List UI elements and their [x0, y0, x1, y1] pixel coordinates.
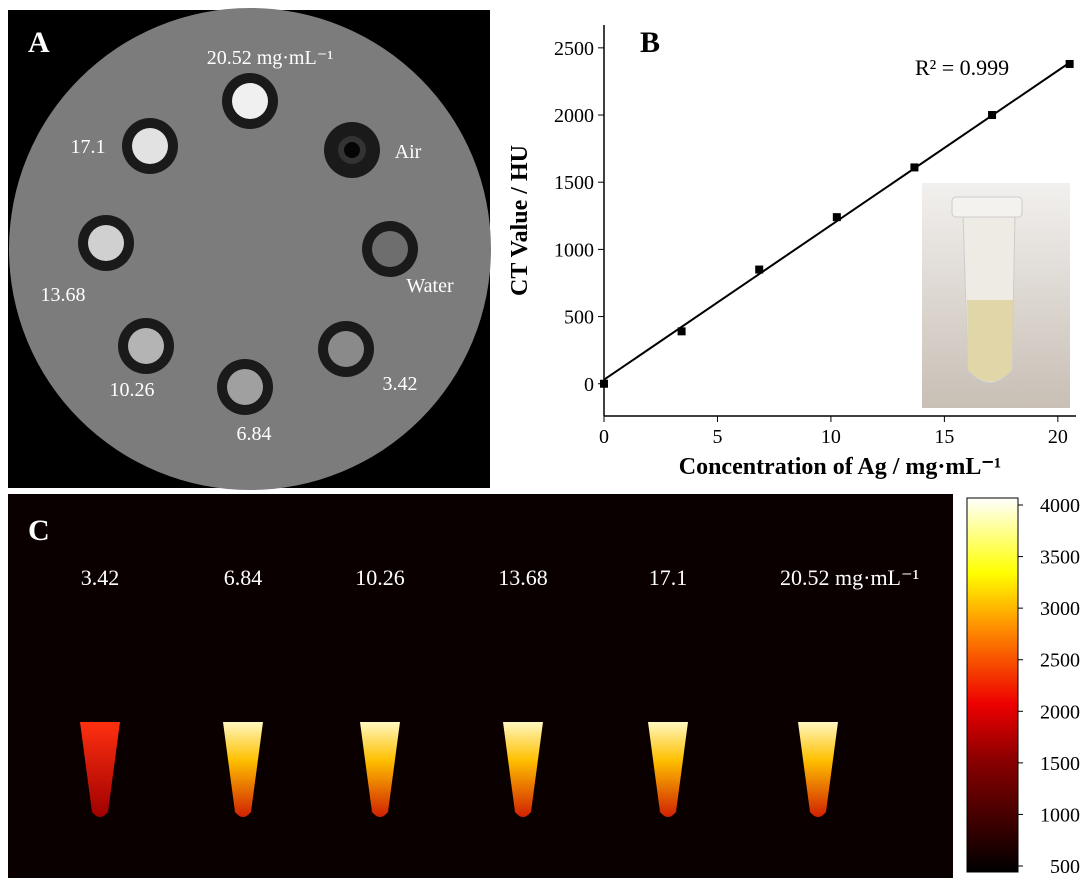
colorbar-tick-label: 3000	[1040, 598, 1080, 620]
colorbar-tick-label: 500	[1050, 856, 1080, 878]
well-label: 13.68	[41, 284, 86, 306]
tube-label: 17.1	[649, 565, 688, 590]
colorbar-tick-label: 2500	[1040, 650, 1080, 672]
well-label: 10.26	[110, 379, 155, 401]
well-label: 20.52 mg·mL⁻¹	[207, 47, 334, 69]
well-label: 6.84	[237, 423, 272, 445]
colorbar-tick-label: 3500	[1040, 547, 1080, 569]
y-tick-label: 0	[584, 374, 594, 396]
tube-label: 3.42	[81, 565, 120, 590]
point	[755, 266, 763, 274]
panel-c-bg	[8, 494, 953, 878]
inset-cap	[952, 197, 1022, 217]
point	[988, 111, 996, 119]
well-label: 3.42	[383, 373, 418, 395]
panel-label: C	[28, 514, 50, 547]
y-tick-label: 1000	[554, 239, 594, 261]
tube-label: 20.52 mg·mL⁻¹	[780, 565, 919, 590]
x-tick-label: 0	[599, 426, 609, 448]
inset-liquid	[967, 300, 1013, 382]
well-label: Air	[395, 141, 422, 163]
colorbar	[967, 498, 1018, 872]
y-tick-label: 2000	[554, 105, 594, 127]
point	[910, 163, 918, 171]
colorbar-tick-label: 1000	[1040, 804, 1080, 826]
colorbar-tick-label: 2000	[1040, 701, 1080, 723]
well-label: 17.1	[71, 136, 106, 158]
y-tick-label: 500	[564, 307, 594, 329]
well-label: Water	[406, 275, 454, 297]
panel-label: B	[640, 26, 660, 59]
point	[600, 380, 608, 388]
page: A 20.52 mg·mL⁻¹ 17.1 Air 13.68 Water 10.26 3.4…	[0, 0, 1086, 888]
colorbar-tick-label: 4000	[1040, 495, 1080, 517]
figure: A 20.52 mg·mL⁻¹ 17.1 Air 13.68 Water 10.26 3.4…	[0, 0, 1086, 883]
y-axis-label: CT Value / HU	[507, 145, 533, 296]
point	[678, 327, 686, 335]
x-tick-label: 15	[934, 426, 954, 448]
point	[833, 213, 841, 221]
x-axis-label: Concentration of Ag / mg·mL⁻¹	[679, 454, 1002, 480]
annotation: R² = 0.999	[915, 55, 1009, 80]
panel-label: A	[28, 26, 50, 59]
tube-label: 6.84	[224, 565, 263, 590]
colorbar-tick-label: 1500	[1040, 753, 1080, 775]
y-tick-label: 1500	[554, 172, 594, 194]
x-tick-label: 10	[821, 426, 841, 448]
x-tick-label: 20	[1048, 426, 1068, 448]
y-tick-label: 2500	[554, 38, 594, 60]
point	[1066, 60, 1074, 68]
tube-label: 10.26	[355, 565, 405, 590]
tube-label: 13.68	[498, 565, 548, 590]
x-tick-label: 5	[712, 426, 722, 448]
